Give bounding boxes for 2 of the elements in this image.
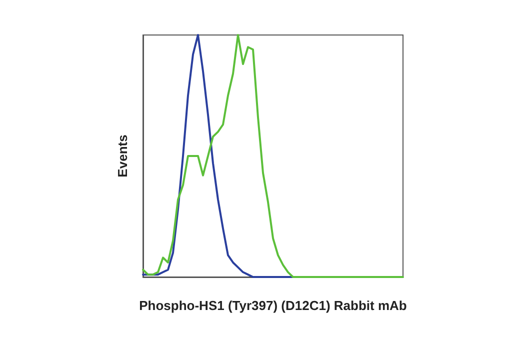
x-axis-title: Phospho-HS1 (Tyr397) (D12C1) Rabbit mAb — [139, 298, 407, 313]
y-axis-title: Events — [115, 134, 130, 178]
